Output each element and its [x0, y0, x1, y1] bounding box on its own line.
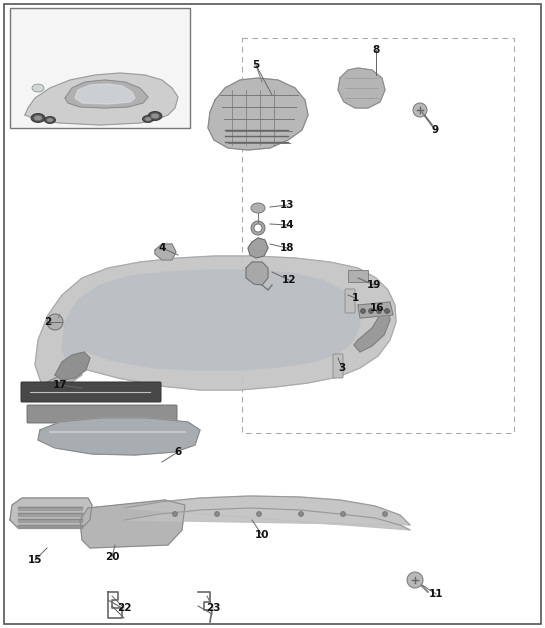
Polygon shape — [248, 238, 268, 258]
Text: 3: 3 — [338, 363, 346, 373]
Polygon shape — [338, 68, 385, 108]
Polygon shape — [155, 244, 176, 260]
FancyBboxPatch shape — [21, 382, 161, 402]
Circle shape — [377, 308, 382, 313]
Circle shape — [360, 308, 366, 313]
Ellipse shape — [145, 117, 152, 121]
Text: 12: 12 — [282, 275, 296, 285]
Circle shape — [413, 103, 427, 117]
Circle shape — [383, 511, 387, 516]
Ellipse shape — [47, 118, 53, 122]
Text: 2: 2 — [44, 317, 52, 327]
Polygon shape — [38, 418, 200, 455]
FancyBboxPatch shape — [333, 354, 343, 378]
Text: 15: 15 — [28, 555, 43, 565]
Polygon shape — [42, 368, 82, 390]
Text: 20: 20 — [105, 552, 119, 562]
Polygon shape — [55, 352, 90, 380]
Polygon shape — [18, 513, 82, 516]
Circle shape — [341, 511, 346, 516]
Text: 13: 13 — [280, 200, 294, 210]
Circle shape — [299, 511, 304, 516]
Ellipse shape — [31, 114, 45, 122]
Polygon shape — [18, 525, 82, 528]
Ellipse shape — [32, 84, 44, 92]
Circle shape — [257, 511, 262, 516]
Text: 5: 5 — [252, 60, 259, 70]
Ellipse shape — [34, 116, 42, 121]
Ellipse shape — [148, 112, 162, 121]
Polygon shape — [18, 519, 82, 522]
Text: 9: 9 — [432, 125, 439, 135]
Bar — [348, 270, 368, 282]
Polygon shape — [62, 270, 360, 370]
Bar — [242, 38, 514, 433]
Polygon shape — [358, 302, 393, 318]
Polygon shape — [125, 496, 410, 530]
Text: 23: 23 — [206, 603, 220, 613]
Polygon shape — [35, 256, 396, 390]
Ellipse shape — [151, 113, 159, 119]
Polygon shape — [75, 84, 135, 104]
Circle shape — [368, 308, 373, 313]
Text: 19: 19 — [367, 280, 381, 290]
Text: 17: 17 — [53, 380, 68, 390]
Circle shape — [215, 511, 220, 516]
Text: 11: 11 — [429, 589, 443, 599]
Circle shape — [173, 511, 178, 516]
Polygon shape — [208, 78, 308, 150]
Polygon shape — [18, 507, 82, 510]
Text: 8: 8 — [372, 45, 380, 55]
Text: 22: 22 — [117, 603, 131, 613]
Polygon shape — [25, 73, 178, 125]
Polygon shape — [354, 305, 390, 352]
Polygon shape — [80, 500, 185, 548]
Text: 14: 14 — [280, 220, 294, 230]
Ellipse shape — [251, 203, 265, 213]
FancyBboxPatch shape — [345, 289, 355, 313]
Text: 18: 18 — [280, 243, 294, 253]
Text: 4: 4 — [158, 243, 166, 253]
Bar — [10, 8, 190, 128]
Polygon shape — [65, 80, 148, 108]
Circle shape — [407, 572, 423, 588]
Ellipse shape — [45, 117, 56, 124]
Ellipse shape — [142, 116, 154, 122]
Text: 6: 6 — [174, 447, 181, 457]
Text: 16: 16 — [370, 303, 384, 313]
FancyBboxPatch shape — [27, 405, 177, 423]
Circle shape — [385, 308, 390, 313]
Text: 1: 1 — [352, 293, 359, 303]
Circle shape — [47, 314, 63, 330]
Text: 10: 10 — [255, 530, 269, 540]
Polygon shape — [246, 262, 268, 285]
Polygon shape — [10, 498, 92, 528]
